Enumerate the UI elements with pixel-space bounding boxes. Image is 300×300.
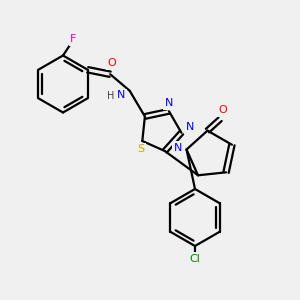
Text: S: S	[137, 144, 144, 154]
Text: H: H	[107, 91, 115, 101]
Text: N: N	[174, 143, 182, 153]
Text: Cl: Cl	[190, 254, 200, 264]
Text: O: O	[218, 105, 227, 115]
Text: F: F	[70, 34, 77, 44]
Text: N: N	[117, 90, 125, 100]
Text: N: N	[165, 98, 173, 108]
Text: N: N	[186, 122, 194, 132]
Text: O: O	[107, 58, 116, 68]
